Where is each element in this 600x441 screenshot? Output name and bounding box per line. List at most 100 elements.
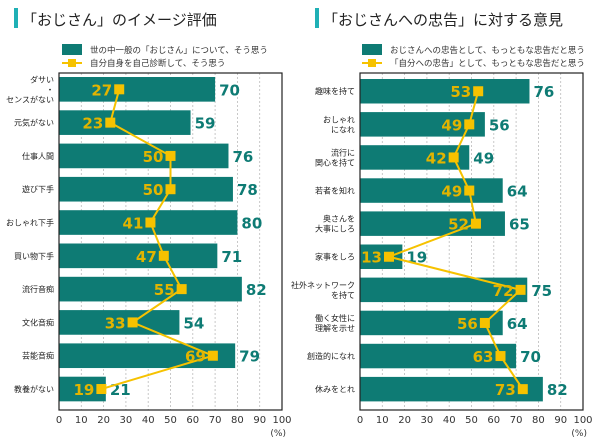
x-tick-label: 20 (97, 415, 110, 426)
bar (360, 343, 517, 369)
line-marker (448, 152, 459, 163)
legend-bar-label: おじさんへの忠告として、もっともな忠告だと思う (390, 45, 585, 56)
category-label: 元気がない (14, 118, 54, 128)
bar (59, 243, 218, 269)
bar (59, 310, 180, 335)
x-unit-label: (%) (571, 429, 587, 437)
line-value-label: 55 (154, 281, 175, 299)
bar (360, 277, 528, 303)
line-value-label: 27 (91, 81, 112, 99)
line-marker (96, 384, 107, 395)
bar-value-label: 65 (509, 216, 530, 234)
category-label: 買い物下手 (14, 251, 54, 261)
x-tick-label: 90 (253, 415, 266, 426)
bar (360, 211, 505, 236)
category-label: 社外ネットワークを持て (291, 280, 355, 300)
x-tick-label: 100 (573, 415, 592, 426)
line-value-label: 49 (441, 116, 462, 134)
x-tick-label: 60 (487, 415, 500, 426)
bar-value-label: 56 (489, 116, 510, 134)
category-label: 奥さんを大事にしろ (315, 214, 355, 234)
plot-frame (359, 72, 584, 411)
chart-1: 「おじさん」のイメージ評価世の中一般の「おじさん」について、そう思う自分自身を自… (6, 8, 292, 439)
x-tick-label: 70 (510, 415, 523, 426)
x-tick-label: 50 (164, 415, 177, 426)
line-marker (464, 119, 475, 130)
x-tick-label: 40 (443, 415, 456, 426)
category-label: 家事をしろ (315, 252, 355, 262)
bar (360, 178, 503, 203)
line-marker (383, 251, 394, 262)
line-value-label: 50 (143, 148, 164, 166)
bar (59, 176, 233, 202)
line-marker (479, 317, 490, 328)
line-value-label: 49 (441, 183, 462, 201)
bar-value-label: 79 (239, 348, 260, 366)
bar (360, 310, 503, 336)
category-label: おしゃれ下手 (6, 218, 54, 228)
x-tick-label: 80 (231, 415, 244, 426)
line-value-label: 42 (426, 149, 447, 167)
line-value-label: 47 (136, 248, 157, 266)
category-label: ダサい・センスがない (6, 74, 54, 104)
line-value-label: 13 (361, 249, 382, 267)
line-value-label: 52 (448, 216, 469, 234)
line-marker (158, 250, 169, 261)
line-marker (470, 218, 481, 229)
bar-value-label: 78 (237, 181, 258, 199)
line-marker (515, 284, 526, 295)
bar (59, 276, 242, 302)
legend-line-label: 自分自身を自己診断して、そう思う (90, 58, 225, 69)
line-marker (105, 117, 116, 128)
line-value-label: 41 (123, 215, 144, 233)
bar-value-label: 59 (195, 115, 216, 133)
bar (360, 79, 530, 104)
chart-2: 「おじさんへの忠告」に対する意見おじさんへの忠告として、もっともな忠告だと思う「… (291, 8, 593, 439)
line-series (385, 90, 524, 390)
line-marker (176, 284, 187, 295)
x-unit-label: (%) (270, 429, 286, 437)
line-value-label: 23 (82, 115, 103, 133)
line-value-label: 33 (105, 314, 126, 332)
bar (59, 143, 229, 169)
legend-bar-label: 世の中一般の「おじさん」について、そう思う (90, 45, 268, 56)
category-label: 休みをとれ (315, 384, 355, 394)
category-label: 芸能音痴 (22, 351, 54, 361)
line-marker (495, 351, 506, 362)
line-marker (207, 350, 218, 361)
legend-line-marker (68, 59, 76, 67)
bar-value-label: 76 (232, 148, 253, 166)
title-accent-bar (14, 8, 18, 28)
bar (360, 112, 485, 137)
bar-value-label: 75 (531, 282, 552, 300)
x-tick-label: 30 (120, 415, 133, 426)
x-tick-label: 10 (75, 415, 88, 426)
line-marker (517, 384, 528, 395)
title-accent-bar (315, 8, 319, 28)
x-tick-label: 20 (398, 415, 411, 426)
bar-value-label: 64 (507, 315, 528, 333)
category-label: おしゃれになれ (323, 115, 355, 134)
line-marker (165, 150, 176, 161)
bar (59, 343, 236, 369)
line-marker (114, 84, 125, 95)
line-value-label: 69 (185, 348, 206, 366)
legend-line-label: 「自分への忠告」として、もっともな忠告だと思う (390, 58, 585, 69)
legend-line-marker (368, 59, 376, 67)
bar (59, 77, 216, 102)
legend-bar-swatch (62, 44, 82, 55)
line-value-label: 19 (73, 381, 94, 399)
bar-value-label: 82 (547, 381, 568, 399)
category-label: 若者を知れ (315, 186, 355, 196)
line-marker (165, 184, 176, 195)
x-tick-label: 30 (421, 415, 434, 426)
chart-title: 「おじさんへの忠告」に対する意見 (323, 11, 563, 29)
bar-value-label: 70 (219, 81, 240, 99)
line-value-label: 56 (457, 315, 478, 333)
x-tick-label: 10 (376, 415, 389, 426)
x-tick-label: 80 (532, 415, 545, 426)
chart-title: 「おじさん」のイメージ評価 (22, 11, 217, 29)
x-tick-label: 60 (186, 415, 199, 426)
line-marker (464, 185, 475, 196)
